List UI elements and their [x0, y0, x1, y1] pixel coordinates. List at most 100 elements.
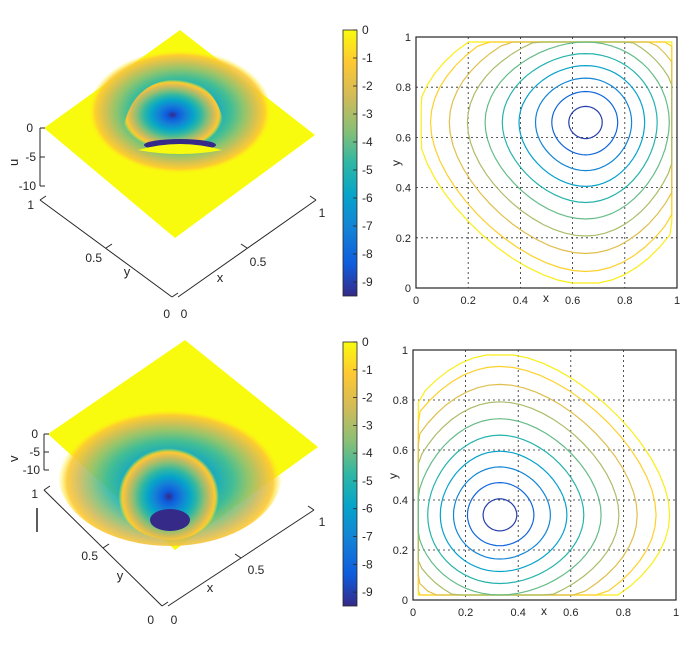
x-tick-label: 0.8	[617, 295, 632, 307]
colorbar-tick-label: -4	[362, 135, 373, 149]
contour-u-ticks: 00 0.2 0.2 0.4 0.4 0.6 0.6 0.8 0.8 1 1	[396, 32, 680, 307]
colorbar-tick-label: -9	[362, 585, 373, 599]
x-tick-label: 0	[413, 295, 419, 307]
colorbar-tick-label: -4	[362, 446, 373, 460]
contour-line	[518, 64, 646, 188]
contour-line	[482, 498, 518, 532]
y-tick-label: 0	[405, 283, 411, 295]
contour-v-y-label: y	[386, 473, 400, 479]
v-y-axis-label: y	[117, 568, 124, 583]
v-y-tick-label-05: 0.5	[81, 549, 98, 563]
v-y-tick	[43, 485, 51, 491]
colorbar-tick-label: -1	[362, 363, 373, 377]
contour-u-grid	[416, 37, 677, 288]
colorbar-top-bar	[342, 29, 358, 297]
y-tick-label: 0.4	[396, 183, 411, 195]
contour-u-lines	[420, 41, 673, 284]
y-tick-label: 1	[405, 32, 411, 44]
contour-u-y-label: y	[389, 160, 403, 166]
contour-line	[484, 41, 670, 220]
y-tick-label: 0.6	[396, 132, 411, 144]
contour-line	[417, 418, 602, 596]
contour-line	[439, 450, 568, 573]
y-tick-label: 0.8	[393, 395, 408, 407]
contour-u-x-label: x	[543, 291, 549, 305]
v-x-axis-label: x	[207, 580, 214, 595]
contour-v-lines	[417, 354, 671, 596]
colorbar-tick-label: -7	[362, 219, 373, 233]
u-z-axis-label: u	[6, 159, 21, 166]
colorbar-tick-label: -2	[362, 391, 373, 405]
colorbar-tick-label: 0	[362, 23, 369, 37]
colorbar-tick-label: -6	[362, 191, 373, 205]
v-x-tick-label-1: 1	[319, 515, 326, 529]
u-y-tick	[171, 292, 179, 298]
x-tick-label: 1	[674, 295, 680, 307]
u-z-tick-label-2: -10	[19, 179, 37, 193]
contour-v-grid	[413, 350, 676, 600]
y-tick-label: 0	[402, 595, 408, 607]
contour-line	[448, 41, 673, 255]
colorbar-tick-label: -1	[362, 51, 373, 65]
x-tick-label: 0	[410, 607, 416, 619]
v-x-tick-label-0: 0	[171, 613, 178, 627]
v-z-tick-label-1: -5	[29, 445, 40, 459]
colorbar-tick-label: -8	[362, 247, 373, 261]
u-x-axis	[177, 199, 317, 298]
colorbar-bottom: 0 -1 -2 -3 -4 -5 -6 -7 -8 -9	[342, 335, 373, 607]
contour-plot-u: 00 0.2 0.2 0.4 0.4 0.6 0.6 0.8 0.8 1 1 x y	[389, 32, 680, 307]
colorbar-tick-label: -7	[362, 530, 373, 544]
x-tick-label: 0.6	[563, 607, 578, 619]
contour-line	[466, 41, 673, 237]
v-y-tick-label-1: 1	[31, 487, 38, 501]
u-y-tick-label-0: 0	[163, 307, 170, 321]
u-x-tick	[240, 243, 248, 249]
y-tick-label: 1	[402, 345, 408, 357]
u-x-tick-label-1: 1	[319, 206, 326, 220]
y-tick-label: 0.2	[396, 233, 411, 245]
colorbar-top: 0 -1 -2 -3 -4 -5 -6 -7 -8 -9	[342, 23, 373, 297]
surface-v-bowl	[118, 443, 219, 540]
u-z-tick-label-1: -5	[25, 150, 36, 164]
x-tick-label: 0.4	[513, 295, 528, 307]
x-tick-label: 1	[673, 607, 679, 619]
surface-v-minimum	[150, 509, 190, 531]
v-y-tick	[161, 601, 169, 607]
colorbar-tick-label: -8	[362, 557, 373, 571]
x-tick-label: 0.2	[461, 295, 476, 307]
u-y-tick-label-05: 0.5	[85, 251, 102, 265]
contour-line	[427, 434, 585, 585]
u-y-axis	[39, 199, 173, 298]
u-x-axis-label: x	[217, 270, 224, 285]
contour-line	[417, 383, 638, 596]
contour-v-x-label: x	[541, 604, 547, 618]
contour-line	[551, 90, 619, 156]
surface-plot-v: 0 -5 -10 v 1 0.5 0 y 0 0.5 1 x	[6, 340, 326, 627]
v-z-axis-label: v	[6, 455, 21, 462]
v-x-tick	[307, 505, 315, 511]
v-x-tick	[234, 553, 242, 559]
y-tick-label: 0.2	[393, 545, 408, 557]
x-tick-label: 0.4	[511, 607, 526, 619]
x-tick-label: 0.8	[616, 607, 631, 619]
colorbar-bottom-bar	[342, 341, 358, 607]
v-z-tick-label-0: 0	[31, 427, 38, 441]
colorbar-top-ticks: 0 -1 -2 -3 -4 -5 -6 -7 -8 -9	[353, 23, 373, 289]
colorbar-tick-label: 0	[362, 335, 369, 349]
colorbar-tick-label: -5	[362, 163, 373, 177]
colorbar-tick-label: -5	[362, 474, 373, 488]
contour-line	[452, 466, 552, 560]
surface-plot-u: 0 -5 -10 u 1 0.5 0 y 0 0.5 1 x	[6, 30, 326, 321]
y-tick-label: 0.6	[393, 445, 408, 457]
surface-u-front-lip	[138, 144, 222, 154]
colorbar-tick-label: -3	[362, 107, 373, 121]
surface-u-bowl	[122, 79, 223, 150]
contour-v-ticks: 00 0.2 0.2 0.4 0.4 0.6 0.6 0.8 0.8 1 1	[393, 345, 679, 619]
v-y-tick	[102, 543, 110, 549]
colorbar-bottom-ticks: 0 -1 -2 -3 -4 -5 -6 -7 -8 -9	[353, 335, 373, 599]
contour-v-frame	[412, 349, 677, 601]
contour-line	[501, 52, 658, 204]
u-y-tick	[39, 195, 47, 201]
contour-u-frame	[415, 36, 678, 289]
